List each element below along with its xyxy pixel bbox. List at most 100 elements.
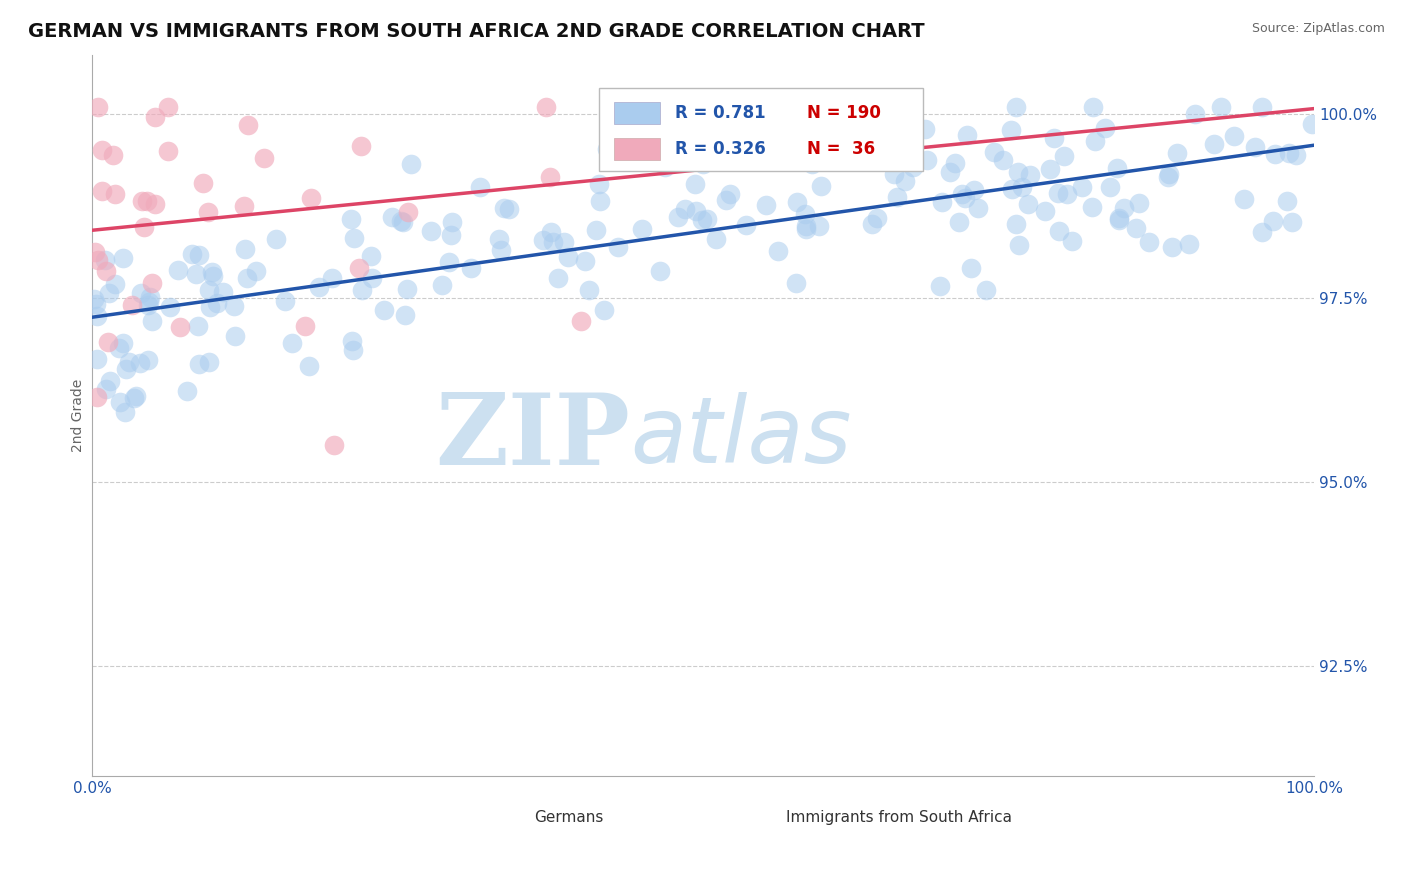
Point bbox=[200, 300, 222, 314]
Point bbox=[585, 222, 607, 236]
Point bbox=[956, 128, 979, 142]
Point bbox=[547, 271, 569, 285]
Point bbox=[810, 179, 832, 194]
Point bbox=[983, 145, 1005, 159]
Bar bbox=[614, 138, 661, 160]
Point bbox=[962, 183, 984, 197]
Point bbox=[187, 357, 209, 371]
Point bbox=[1251, 100, 1274, 114]
Point bbox=[596, 142, 619, 156]
Point bbox=[704, 232, 727, 246]
Point bbox=[104, 277, 127, 292]
Point bbox=[1098, 179, 1121, 194]
Point bbox=[959, 260, 981, 275]
Point bbox=[1278, 145, 1301, 160]
Point bbox=[191, 176, 214, 190]
Point bbox=[948, 215, 970, 229]
Point bbox=[1157, 168, 1180, 182]
Point bbox=[1046, 186, 1069, 201]
Point bbox=[1060, 234, 1083, 248]
Point bbox=[468, 179, 491, 194]
Point bbox=[1166, 146, 1188, 161]
Point bbox=[866, 211, 889, 226]
Point bbox=[1108, 211, 1130, 226]
Point bbox=[1056, 186, 1078, 201]
Point bbox=[156, 144, 179, 158]
Point bbox=[856, 148, 879, 162]
Point bbox=[97, 285, 120, 300]
Point bbox=[654, 161, 676, 175]
Point bbox=[893, 174, 915, 188]
Point bbox=[588, 177, 610, 191]
Point bbox=[159, 300, 181, 314]
Point bbox=[139, 290, 162, 304]
Point bbox=[1233, 192, 1256, 206]
Point bbox=[437, 255, 460, 269]
Point bbox=[794, 222, 817, 236]
Point bbox=[1114, 201, 1136, 215]
Point bbox=[991, 153, 1014, 168]
Point bbox=[1128, 196, 1150, 211]
Point bbox=[794, 207, 817, 221]
Point bbox=[83, 244, 105, 259]
Point bbox=[794, 219, 817, 234]
Point bbox=[1275, 194, 1298, 208]
Point bbox=[1178, 236, 1201, 251]
Text: R = 0.781: R = 0.781 bbox=[675, 103, 766, 122]
Point bbox=[94, 253, 117, 268]
Point bbox=[1008, 238, 1031, 252]
Point bbox=[1017, 196, 1039, 211]
Point bbox=[129, 285, 152, 300]
Point bbox=[1007, 165, 1029, 179]
Point bbox=[125, 389, 148, 403]
Point bbox=[931, 195, 953, 210]
Point bbox=[202, 268, 225, 283]
Point bbox=[1047, 224, 1070, 238]
Point bbox=[207, 296, 229, 310]
Bar bbox=[740, 811, 776, 825]
Point bbox=[1043, 130, 1066, 145]
Point bbox=[245, 264, 267, 278]
Point bbox=[114, 361, 136, 376]
Point bbox=[666, 210, 689, 224]
Point bbox=[1083, 100, 1105, 114]
Point bbox=[860, 217, 883, 231]
Point bbox=[1244, 140, 1267, 154]
Point bbox=[132, 220, 155, 235]
Point bbox=[169, 320, 191, 334]
Point bbox=[212, 285, 235, 300]
Point bbox=[86, 351, 108, 366]
Point bbox=[281, 335, 304, 350]
Point bbox=[321, 271, 343, 285]
Point bbox=[131, 194, 153, 209]
Point bbox=[534, 100, 557, 114]
Point bbox=[939, 165, 962, 179]
Point bbox=[1108, 213, 1130, 227]
Point bbox=[97, 335, 120, 350]
Point bbox=[1202, 136, 1225, 151]
Point bbox=[111, 252, 134, 266]
Point bbox=[886, 189, 908, 203]
Point bbox=[1264, 147, 1286, 161]
Point bbox=[498, 202, 520, 216]
Point bbox=[1011, 179, 1033, 194]
Point bbox=[1094, 120, 1116, 135]
Point bbox=[883, 167, 905, 181]
Point bbox=[236, 118, 259, 132]
Point bbox=[232, 199, 254, 213]
Point bbox=[718, 187, 741, 202]
Point bbox=[755, 198, 778, 212]
Point bbox=[531, 233, 554, 247]
Bar bbox=[614, 102, 661, 124]
Point bbox=[323, 438, 346, 452]
Point bbox=[690, 213, 713, 227]
Point bbox=[807, 219, 830, 233]
Point bbox=[441, 215, 464, 229]
Point bbox=[540, 225, 562, 239]
Point bbox=[98, 374, 121, 388]
Point bbox=[489, 243, 512, 257]
Point bbox=[176, 384, 198, 398]
Point bbox=[1019, 168, 1042, 182]
Point bbox=[141, 314, 163, 328]
Point bbox=[297, 359, 319, 374]
